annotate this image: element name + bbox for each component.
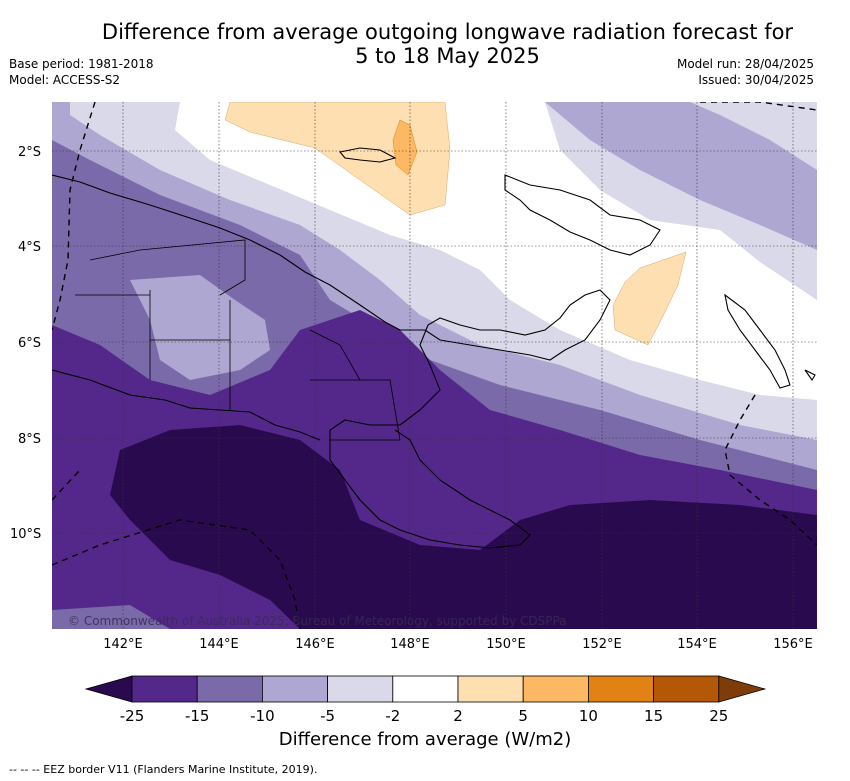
colorbar-tick-label: -25 (120, 707, 145, 725)
model-run: Model run: 28/04/2025 (676, 57, 814, 71)
lon-label-150e: 150°E (486, 637, 526, 652)
colorbar-label: Difference from average (W/m2) (278, 729, 572, 750)
colorbar-segment (457, 675, 524, 703)
eez-legend-note: -- -- -- EEZ border V11 (Flanders Marine… (9, 763, 318, 776)
band-plus2-north (224, 102, 451, 216)
colorbar-tick-label: 5 (518, 707, 528, 725)
lat-label-8s: 8°S (18, 432, 41, 447)
colorbar-segment (522, 675, 589, 703)
colorbar-tick-label: -10 (250, 707, 275, 725)
province-borders (75, 239, 401, 441)
graticule (52, 102, 817, 629)
lat-label-4s: 4°S (18, 240, 41, 255)
colorbar-extend-high (718, 675, 767, 703)
band-minus10-lobe (545, 102, 817, 250)
colorbar-tick-label: 25 (709, 707, 728, 725)
lon-label-152e: 152°E (582, 637, 622, 652)
lon-label-156e: 156°E (773, 637, 813, 652)
issued-date: Issued: 30/04/2025 (698, 73, 814, 87)
colorbar-tick-label: -2 (385, 707, 400, 725)
colorbar-segment (261, 675, 328, 703)
meta-right: Model run: 28/04/2025 Issued: 30/04/2025 (677, 56, 814, 88)
colorbar-tick-label: 10 (579, 707, 598, 725)
lon-label-144e: 144°E (199, 637, 239, 652)
colorbar-segment (392, 675, 459, 703)
band-minus10-lobe2 (690, 102, 817, 170)
title-line-1: Difference from average outgoing longwav… (101, 20, 794, 44)
lat-label-10s: 10°S (10, 527, 41, 542)
band-minus15-sw (52, 605, 170, 629)
coastlines (52, 147, 816, 549)
colorbar-segment (327, 675, 394, 703)
colorbar-extend-low (84, 675, 133, 703)
copyright-notice: © Commonwealth of Australia 2025, Bureau… (68, 614, 567, 628)
colorbar: -25 -15 -10 -5 -2 2 5 10 15 25 (84, 675, 767, 725)
band-plus5-north (392, 119, 418, 176)
colorbar-tick-label: 15 (644, 707, 663, 725)
colorbar-segment (588, 675, 655, 703)
colorbar-segment (131, 675, 198, 703)
manus-coast (338, 147, 397, 163)
lat-label-6s: 6°S (18, 336, 41, 351)
title-line-2: 5 to 18 May 2025 (355, 44, 540, 68)
map-panel: © Commonwealth of Australia 2025, Bureau… (52, 102, 817, 629)
eez-border (52, 102, 817, 629)
lon-label-146e: 146°E (295, 637, 335, 652)
colorbar-tick-label: -15 (185, 707, 210, 725)
model-name: Model: ACCESS-S2 (9, 73, 121, 87)
base-period: Base period: 1981-2018 (9, 57, 154, 71)
lon-label-148e: 148°E (390, 637, 430, 652)
colorbar-segment (653, 675, 720, 703)
south-coast (52, 369, 321, 441)
new-ireland-coast (724, 293, 791, 389)
meta-left: Base period: 1981-2018 Model: ACCESS-S2 (9, 56, 154, 88)
band-plus2-east (612, 251, 687, 346)
colorbar-tick-label: -5 (320, 707, 335, 725)
new-guinea-coast (52, 174, 611, 549)
new-britain-coast (504, 174, 661, 256)
map-title: Difference from average outgoing longwav… (0, 20, 850, 68)
lon-label-142e: 142°E (103, 637, 143, 652)
lat-label-2s: 2°S (18, 145, 41, 160)
lon-label-154e: 154°E (677, 637, 717, 652)
bougainville-coast (804, 369, 816, 382)
colorbar-tick-label: 2 (453, 707, 463, 725)
band-minus15-light (130, 275, 270, 380)
colorbar-segment (196, 675, 263, 703)
